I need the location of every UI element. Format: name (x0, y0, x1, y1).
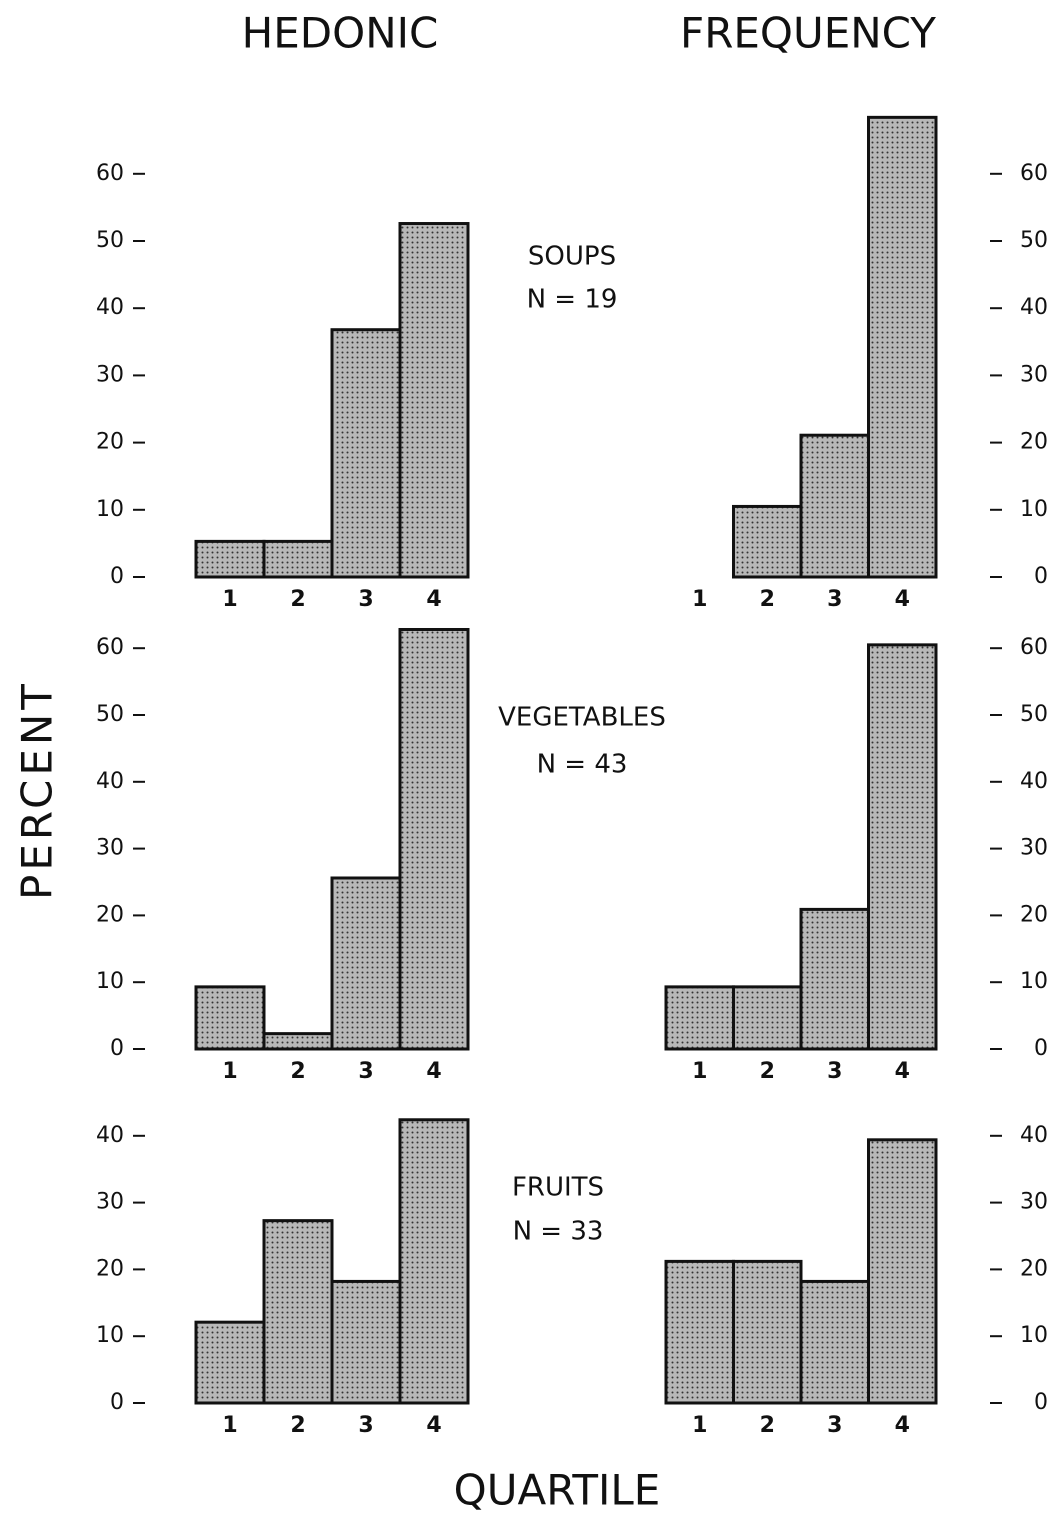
x-tick-label: 3 (827, 1059, 842, 1084)
x-tick-label: 4 (895, 587, 910, 612)
y-tick-label: 0 (110, 564, 124, 589)
y-tick-label: 20 (1020, 430, 1048, 455)
group-name: FRUITS (512, 1173, 604, 1203)
bar (732, 1259, 803, 1405)
y-tick-label: 30 (1020, 836, 1048, 861)
y-tick-label: 20 (96, 1256, 124, 1281)
x-axis-label: QUARTILE (454, 1466, 661, 1515)
y-tick-label: 40 (96, 295, 124, 320)
y-tick-label: 20 (96, 902, 124, 927)
bar (799, 433, 870, 579)
x-tick-label: 3 (358, 587, 373, 612)
x-tick-label: 2 (290, 1413, 305, 1438)
bar (867, 1138, 938, 1405)
y-tick-label: 10 (96, 969, 124, 994)
x-tick-label: 2 (290, 587, 305, 612)
bar (398, 627, 470, 1051)
y-tick-label: 30 (96, 836, 124, 861)
y-tick-label: 30 (96, 362, 124, 387)
bar (664, 1259, 735, 1405)
x-tick-label: 1 (222, 1059, 237, 1084)
group-n: N = 33 (513, 1217, 604, 1247)
y-tick-label: 0 (110, 1390, 124, 1415)
bar (398, 222, 470, 579)
y-tick-label: 50 (96, 702, 124, 727)
y-tick-label: 30 (96, 1190, 124, 1215)
x-tick-label: 2 (760, 1413, 775, 1438)
bar (867, 643, 938, 1051)
x-tick-label: 3 (358, 1413, 373, 1438)
y-tick-label: 0 (1034, 1390, 1048, 1415)
column-title: FREQUENCY (680, 9, 936, 58)
x-tick-label: 4 (426, 587, 441, 612)
y-tick-label: 40 (96, 1123, 124, 1148)
group-name: VEGETABLES (498, 703, 666, 733)
x-tick-label: 4 (426, 1413, 441, 1438)
y-tick-label: 60 (96, 161, 124, 186)
x-tick-label: 1 (692, 1059, 707, 1084)
x-tick-label: 4 (895, 1059, 910, 1084)
bar (732, 504, 803, 579)
group-n: N = 19 (527, 285, 618, 315)
y-tick-label: 60 (1020, 635, 1048, 660)
x-tick-label: 3 (827, 587, 842, 612)
bar (398, 1118, 470, 1405)
bar (330, 876, 402, 1051)
y-tick-label: 10 (1020, 1323, 1048, 1348)
bar (194, 985, 266, 1051)
y-tick-label: 0 (110, 1036, 124, 1061)
y-tick-label: 40 (96, 769, 124, 794)
group-name: SOUPS (528, 242, 616, 272)
y-tick-label: 50 (96, 228, 124, 253)
bar (799, 907, 870, 1051)
y-tick-label: 60 (1020, 161, 1048, 186)
x-tick-label: 1 (692, 1413, 707, 1438)
bar (330, 328, 402, 579)
y-tick-label: 10 (96, 1323, 124, 1348)
bar (867, 115, 938, 579)
y-tick-label: 0 (1034, 564, 1048, 589)
x-tick-label: 4 (895, 1413, 910, 1438)
bar (664, 985, 735, 1051)
y-tick-label: 40 (1020, 1123, 1048, 1148)
x-tick-label: 1 (692, 587, 707, 612)
y-tick-label: 50 (1020, 702, 1048, 727)
y-tick-label: 50 (1020, 228, 1048, 253)
bar (330, 1279, 402, 1405)
bar (732, 985, 803, 1051)
bar (262, 1032, 334, 1051)
x-tick-label: 1 (222, 587, 237, 612)
x-tick-label: 3 (827, 1413, 842, 1438)
y-tick-label: 40 (1020, 769, 1048, 794)
bar (262, 539, 334, 579)
x-tick-label: 4 (426, 1059, 441, 1084)
y-tick-label: 10 (96, 497, 124, 522)
y-tick-label: 30 (1020, 1190, 1048, 1215)
y-tick-label: 0 (1034, 1036, 1048, 1061)
bar (799, 1279, 870, 1405)
x-tick-label: 2 (760, 587, 775, 612)
x-tick-label: 1 (222, 1413, 237, 1438)
y-tick-label: 20 (1020, 1256, 1048, 1281)
y-tick-label: 60 (96, 635, 124, 660)
group-n: N = 43 (537, 750, 628, 780)
x-tick-label: 2 (760, 1059, 775, 1084)
y-axis-label: PERCENT (13, 680, 62, 900)
y-tick-label: 20 (96, 430, 124, 455)
y-tick-label: 30 (1020, 362, 1048, 387)
bar (194, 1320, 266, 1405)
x-tick-label: 3 (358, 1059, 373, 1084)
bar (262, 1219, 334, 1405)
y-tick-label: 20 (1020, 902, 1048, 927)
y-tick-label: 40 (1020, 295, 1048, 320)
x-tick-label: 2 (290, 1059, 305, 1084)
bar (194, 539, 266, 579)
y-tick-label: 10 (1020, 969, 1048, 994)
column-title: HEDONIC (242, 9, 439, 58)
y-tick-label: 10 (1020, 497, 1048, 522)
